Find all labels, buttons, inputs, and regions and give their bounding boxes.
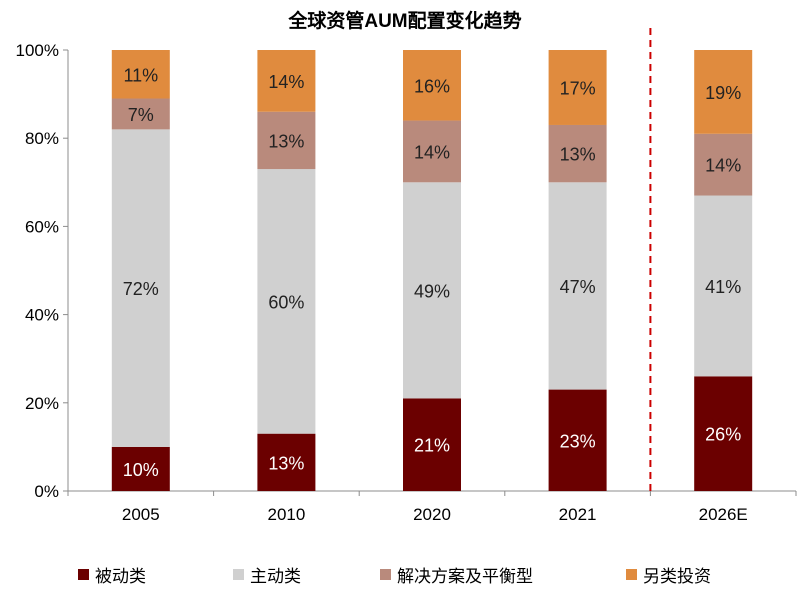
y-tick-label: 0% bbox=[34, 482, 59, 501]
data-label: 47% bbox=[560, 277, 596, 297]
data-label: 14% bbox=[268, 72, 304, 92]
data-label: 60% bbox=[268, 292, 304, 312]
data-label: 16% bbox=[414, 76, 450, 96]
legend-label-active: 主动类 bbox=[250, 567, 301, 586]
y-tick-label: 100% bbox=[16, 41, 59, 60]
bar-segment bbox=[403, 120, 461, 183]
bar-segment bbox=[403, 182, 461, 399]
data-label: 21% bbox=[414, 436, 450, 456]
y-tick-label: 20% bbox=[25, 394, 59, 413]
x-tick-label: 2026E bbox=[699, 505, 748, 524]
bar-segment bbox=[548, 182, 607, 390]
legend-swatch-solutions bbox=[380, 569, 391, 580]
legend-item-alternatives: 另类投资 bbox=[626, 562, 711, 587]
legend-item-solutions: 解决方案及平衡型 bbox=[380, 562, 533, 587]
data-label: 26% bbox=[705, 425, 741, 445]
y-tick-label: 40% bbox=[25, 306, 59, 325]
legend-label-alternatives: 另类投资 bbox=[643, 567, 711, 586]
chart-title: 全球资管AUM配置变化趋势 bbox=[288, 11, 522, 32]
data-label: 41% bbox=[705, 277, 741, 297]
bar-segment bbox=[257, 169, 316, 434]
y-tick-label: 60% bbox=[25, 217, 59, 236]
data-label: 23% bbox=[560, 431, 596, 451]
bar-segment bbox=[257, 433, 316, 491]
y-tick-label: 80% bbox=[25, 129, 59, 148]
bar-segment bbox=[403, 50, 461, 121]
bar-segment bbox=[548, 389, 607, 491]
legend-label-solutions: 解决方案及平衡型 bbox=[397, 567, 533, 586]
legend: 被动类 主动类 解决方案及平衡型 另类投资 bbox=[0, 562, 810, 587]
bar-segment bbox=[694, 376, 753, 491]
x-tick-label: 2020 bbox=[413, 505, 451, 524]
bar-segment bbox=[694, 50, 753, 134]
bar-segment bbox=[548, 124, 607, 183]
bar-segment bbox=[257, 50, 316, 112]
bar-segment bbox=[694, 195, 753, 377]
data-label: 14% bbox=[414, 142, 450, 162]
legend-item-active: 主动类 bbox=[233, 562, 301, 587]
bar-segment bbox=[548, 50, 607, 125]
data-label: 13% bbox=[268, 453, 304, 473]
bar-segment bbox=[403, 398, 461, 491]
data-label: 17% bbox=[560, 78, 596, 98]
legend-item-passive: 被动类 bbox=[78, 562, 146, 587]
data-label: 14% bbox=[705, 156, 741, 176]
bar-segment bbox=[111, 446, 170, 491]
x-tick-label: 2005 bbox=[122, 505, 160, 524]
data-label: 72% bbox=[123, 279, 159, 299]
legend-swatch-passive bbox=[78, 569, 89, 580]
bar-segment bbox=[111, 50, 170, 99]
x-tick-label: 2010 bbox=[267, 505, 305, 524]
legend-swatch-active bbox=[233, 569, 244, 580]
data-label: 11% bbox=[123, 65, 158, 85]
bar-segment bbox=[694, 133, 753, 196]
bar-segment bbox=[111, 98, 170, 130]
legend-swatch-alternatives bbox=[626, 569, 637, 580]
data-label: 13% bbox=[268, 131, 304, 151]
x-tick-label: 2021 bbox=[559, 505, 597, 524]
bar-segment bbox=[111, 129, 170, 447]
bar-segment bbox=[257, 111, 316, 170]
data-label: 13% bbox=[560, 145, 596, 165]
data-label: 49% bbox=[414, 281, 450, 301]
legend-label-passive: 被动类 bbox=[95, 567, 146, 586]
data-label: 19% bbox=[705, 83, 741, 103]
data-label: 10% bbox=[123, 460, 159, 480]
data-label: 7% bbox=[128, 105, 154, 125]
